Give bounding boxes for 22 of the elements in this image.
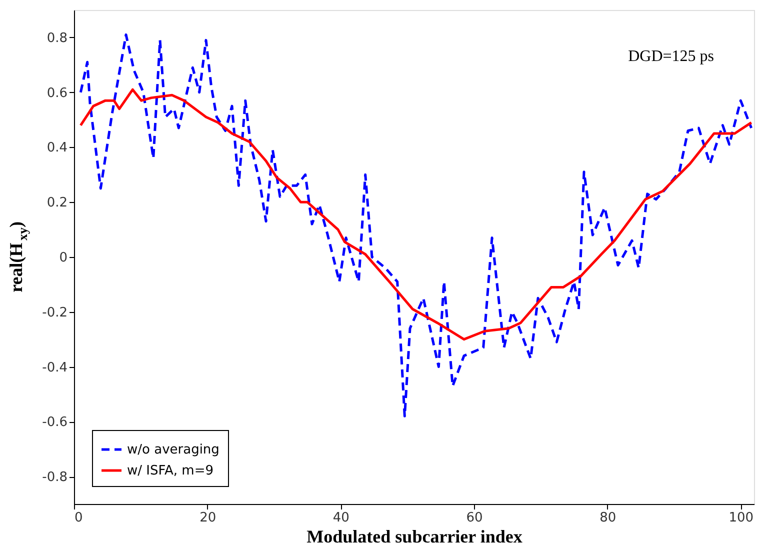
y-tick-label: 0.6 xyxy=(46,86,68,101)
y-tick-label: -0.8 xyxy=(42,470,68,486)
x-tick-label: 0 xyxy=(74,510,83,526)
y-tick-label: 0.8 xyxy=(46,30,68,46)
annotation: DGD=125 ps xyxy=(628,48,714,65)
y-tick-label: -0.4 xyxy=(42,360,68,376)
x-tick-label: 100 xyxy=(728,510,754,526)
x-axis-title: Modulated subcarrier index xyxy=(306,526,522,546)
y-tick-label: 0.2 xyxy=(46,196,68,211)
y-axis-title: real(Hxy) xyxy=(6,222,30,292)
y-tick-label: -0.2 xyxy=(42,305,68,320)
y-tick-label: -0.6 xyxy=(42,415,68,430)
line-series xyxy=(79,33,753,418)
x-tick-label: 20 xyxy=(200,510,216,526)
legend-label: w/ ISFA, m=9 xyxy=(127,464,214,478)
x-tick-label: 40 xyxy=(332,510,350,526)
y-tick-label: 0.4 xyxy=(46,140,68,156)
y-tick-label: 0 xyxy=(59,250,68,266)
line-series xyxy=(79,88,753,341)
x-tick-label: 80 xyxy=(600,510,616,526)
legend-label: w/o averaging xyxy=(127,442,220,458)
x-tick-label: 60 xyxy=(466,510,483,526)
